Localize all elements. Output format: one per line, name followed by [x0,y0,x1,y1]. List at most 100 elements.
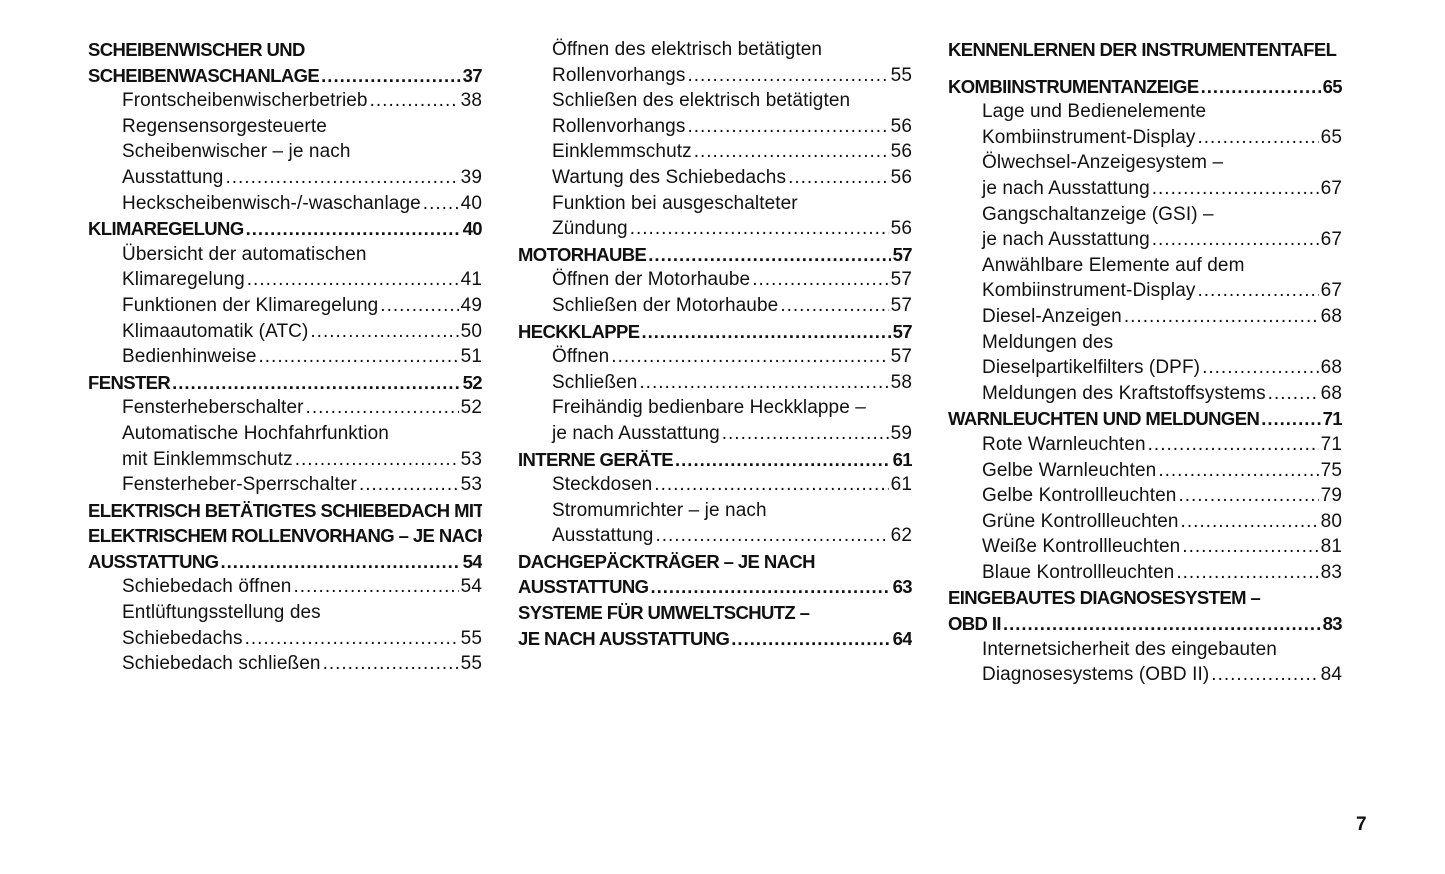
toc-entry[interactable]: Schließen der Motorhaube 57 [518,293,912,319]
toc-page-number: 41 [460,269,482,291]
toc-section-heading[interactable]: MOTORHAUBE 57 [518,242,912,268]
toc-entry[interactable]: Rote Warnleuchten 71 [948,432,1342,458]
toc-section-heading[interactable]: SCHEIBENWISCHER UND SCHEIBENWASCHANLAGE 37 [88,37,482,88]
toc-entry-text: Entlüftungsstellung des [122,602,321,624]
toc-page-number: 65 [1322,75,1342,97]
toc-entry-text: WARNLEUCHTEN UND MELDUNGEN [948,408,1260,430]
dot-leader [1178,483,1318,509]
toc-entry[interactable]: Anwählbare Elemente auf dem Kombiinstrume… [948,253,1342,304]
toc-entry[interactable]: Öffnen des elektrisch betätigten Rollenvo… [518,37,912,88]
dot-leader [611,344,888,370]
toc-entry[interactable]: Ölwechsel-Anzeigesystem – je nach Ausstat… [948,150,1342,201]
toc-entry[interactable]: Grüne Kontrollleuchten 80 [948,509,1342,535]
toc-entry-text: je nach Ausstattung [982,177,1150,199]
toc-entry-text: Öffnen der Motorhaube [552,269,751,291]
toc-page-number: 67 [1320,177,1342,199]
toc-section-heading[interactable]: FENSTER 52 [88,370,482,396]
toc-entry[interactable]: Fensterheberschalter 52 [88,395,482,421]
toc-page-number: 40 [462,218,482,240]
toc-entry[interactable]: Freihändig bedienbare Heckklappe – je nac… [518,395,912,446]
toc-page-number: 40 [460,192,482,214]
dot-leader [321,63,460,89]
toc-entry[interactable]: Gelbe Warnleuchten 75 [948,458,1342,484]
toc-entry-text: JE NACH AUSSTATTUNG [518,627,730,649]
toc-entry-text: je nach Ausstattung [982,229,1150,251]
toc-entry[interactable]: Meldungen des Kraftstoffsystems 68 [948,381,1342,407]
toc-entry[interactable]: Schließen des elektrisch betätigten Rolle… [518,88,912,139]
dot-leader [293,574,458,600]
dot-leader [246,216,461,242]
toc-entry[interactable]: Öffnen der Motorhaube 57 [518,267,912,293]
toc-entry[interactable]: Blaue Kontrollleuchten 83 [948,560,1342,586]
toc-entry[interactable]: Schließen 58 [518,370,912,396]
toc-section-heading[interactable]: KLIMAREGELUNG 40 [88,216,482,242]
toc-entry[interactable]: Steckdosen 61 [518,472,912,498]
dot-leader [1202,355,1319,381]
toc-entry-text: ELEKTRISCH BETÄTIGTES SCHIEBEDACH MIT [88,499,482,521]
toc-page-number: 63 [892,576,912,598]
dot-leader [1181,509,1319,535]
toc-entry[interactable]: Wartung des Schiebedachs 56 [518,165,912,191]
toc-entry[interactable]: Stromumrichter – je nach Ausstattung 62 [518,498,912,549]
toc-entry[interactable]: Weiße Kontrollleuchten 81 [948,534,1342,560]
dot-leader [1197,278,1318,304]
toc-entry[interactable]: Schiebedach schließen 55 [88,651,482,677]
toc-entry-text: MOTORHAUBE [518,243,647,265]
toc-entry[interactable]: Funktionen der Klimaregelung 49 [88,293,482,319]
toc-entry-text: SCHEIBENWASCHANLAGE [88,64,320,86]
toc-section-heading[interactable]: HECKKLAPPE 57 [518,319,912,345]
toc-page-number: 81 [1320,536,1342,558]
toc-entry[interactable]: Einklemmschutz 56 [518,139,912,165]
toc-entry[interactable]: Lage und Bedienelemente Kombiinstrument-D… [948,99,1342,150]
toc-entry[interactable]: Öffnen 57 [518,344,912,370]
toc-entry[interactable]: Funktion bei ausgeschalteter Zündung 56 [518,191,912,242]
toc-entry-text: Grüne Kontrollleuchten [982,510,1179,532]
toc-entry-text: Übersicht der automatischen [122,243,367,265]
toc-entry[interactable]: Gangschaltanzeige (GSI) – je nach Ausstat… [948,202,1342,253]
toc-entry[interactable]: Regensensorgesteuerte Scheibenwischer – j… [88,114,482,191]
toc-section-heading[interactable]: WARNLEUCHTEN UND MELDUNGEN 71 [948,406,1342,432]
toc-entry-text: Funktion bei ausgeschalteter [552,192,798,214]
toc-section-heading[interactable]: ELEKTRISCH BETÄTIGTES SCHIEBEDACH MIT ELE… [88,498,482,575]
dot-leader [1201,74,1321,100]
toc-entry[interactable]: Schiebedach öffnen 54 [88,574,482,600]
toc-section-heading[interactable]: SYSTEME FÜR UMWELTSCHUTZ – JE NACH AUSSTA… [518,600,912,651]
toc-page-number: 65 [1320,126,1342,148]
dot-leader [752,267,888,293]
dot-leader [1124,304,1319,330]
toc-entry[interactable]: Fensterheber-Sperrschalter 53 [88,472,482,498]
toc-entry[interactable]: Übersicht der automatischen Klimaregelung… [88,242,482,293]
toc-entry-text: Fensterheberschalter [122,397,304,419]
dot-leader [731,626,890,652]
toc-page-number: 83 [1320,561,1342,583]
toc-entry[interactable]: Gelbe Kontrollleuchten 79 [948,483,1342,509]
toc-section-heading[interactable]: KOMBIINSTRUMENTANZEIGE 65 [948,74,1342,100]
toc-entry-text: Scheibenwischer – je nach [122,141,351,163]
toc-entry[interactable]: Diesel-Anzeigen 68 [948,304,1342,330]
toc-entry[interactable]: Klimaautomatik (ATC) 50 [88,319,482,345]
toc-page-number: 52 [462,371,482,393]
dot-leader [172,370,460,396]
dot-leader [247,267,459,293]
toc-entry[interactable]: Bedienhinweise 51 [88,344,482,370]
toc-section-heading[interactable]: INTERNE GERÄTE 61 [518,447,912,473]
dot-leader [423,191,459,217]
toc-entry[interactable]: Entlüftungsstellung des Schiebedachs 55 [88,600,482,651]
toc-entry-text: Meldungen des Kraftstoffsystems [982,382,1266,404]
toc-section-heading[interactable]: EINGEBAUTES DIAGNOSESYSTEM – OBD II 83 [948,585,1342,636]
toc-entry[interactable]: Internetsicherheit des eingebauten Diagno… [948,637,1342,688]
toc-page-number: 53 [460,474,482,496]
toc-entry[interactable]: Meldungen des Dieselpartikelfilters (DPF)… [948,330,1342,381]
toc-section-heading[interactable]: DACHGEPÄCKTRÄGER – JE NACH AUSSTATTUNG 63 [518,549,912,600]
toc-page-number: 83 [1322,613,1342,635]
toc-entry-text: Öffnen [552,346,610,368]
toc-entry[interactable]: Heckscheibenwisch-/-waschanlage 40 [88,191,482,217]
toc-entry[interactable]: Automatische Hochfahrfunktion mit Einklem… [88,421,482,472]
toc-section-heading[interactable]: KENNENLERNEN DER INSTRUMENTENTAFEL [948,37,1342,63]
dot-leader [259,344,459,370]
toc-entry-text: Internetsicherheit des eingebauten [982,638,1277,660]
toc-entry-text: SYSTEME FÜR UMWELTSCHUTZ – [518,602,810,624]
toc-entry[interactable]: Frontscheibenwischerbetrieb 38 [88,88,482,114]
dot-leader [220,549,460,575]
toc-entry-text: Öffnen des elektrisch betätigten [552,39,823,60]
